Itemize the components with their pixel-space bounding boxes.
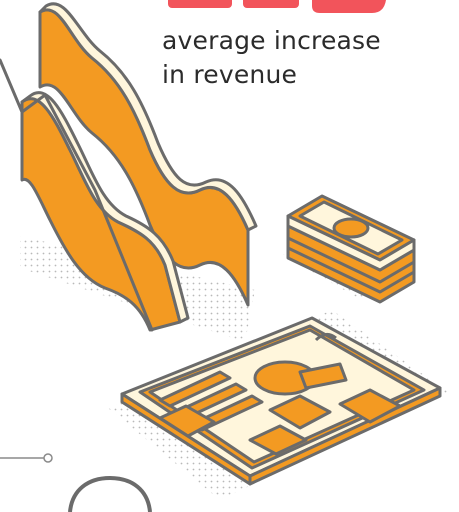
trend-line: [0, 58, 154, 332]
report-document-graphic: [120, 316, 442, 486]
connector-line: [0, 453, 53, 463]
stat-caption: average increase in revenue: [162, 24, 452, 92]
decorative-circle-arc: [68, 475, 152, 512]
cash-stack-graphic: [286, 194, 416, 304]
caption-line-1: average increase: [162, 26, 381, 55]
caption-line-2: in revenue: [162, 60, 298, 89]
wave-chart-graphic: [20, 2, 258, 332]
percentage-headline-graphic: [168, 0, 386, 13]
